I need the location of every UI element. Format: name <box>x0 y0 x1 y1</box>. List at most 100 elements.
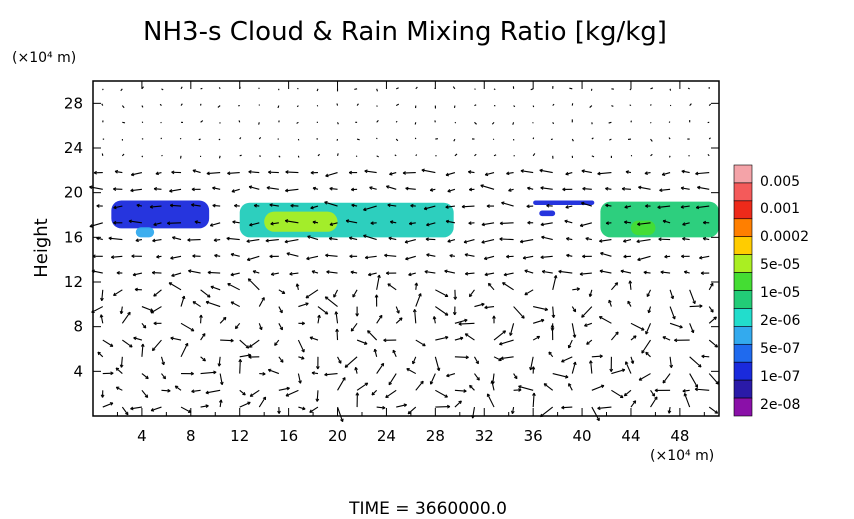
wind-vector <box>249 222 260 226</box>
wind-vector-head <box>97 351 101 356</box>
wind-vector <box>192 301 201 308</box>
wind-vector-head <box>194 220 198 224</box>
wind-vector-head <box>519 239 524 244</box>
wind-vector-head <box>312 220 316 225</box>
wind-vector-head <box>290 203 294 208</box>
wind-vector-head <box>697 185 701 190</box>
colorbar-label: 1e-05 <box>760 285 800 301</box>
wind-vector-head <box>286 252 290 256</box>
wind-vector <box>589 289 593 297</box>
wind-vector <box>230 301 240 308</box>
wind-vector <box>248 186 260 190</box>
wind-vector-head <box>702 220 707 225</box>
wind-vector-head <box>311 371 315 375</box>
wind-vector <box>599 316 612 324</box>
wind-vector-head <box>558 269 562 274</box>
wind-vector <box>571 138 574 142</box>
wind-vector <box>668 406 671 414</box>
wind-vector <box>141 306 154 312</box>
wind-vector <box>153 222 162 226</box>
wind-vector-head <box>565 171 569 176</box>
wind-vector-head <box>508 188 512 192</box>
wind-vector <box>434 356 440 371</box>
wind-vector <box>170 337 182 341</box>
x-tick-label: 24 <box>377 427 396 445</box>
wind-vector <box>141 373 149 380</box>
wind-vector-head <box>367 272 372 277</box>
wind-vector <box>463 239 475 243</box>
wind-vector <box>218 138 221 141</box>
wind-vector-head <box>279 326 283 331</box>
wind-vector-head <box>279 309 283 314</box>
wind-vector <box>91 270 103 274</box>
wind-vector <box>641 339 651 354</box>
wind-vector-head <box>378 314 383 319</box>
wind-vector-head <box>623 392 628 397</box>
wind-vector <box>444 270 456 274</box>
wind-vector-head <box>248 170 252 174</box>
wind-vector <box>552 103 555 106</box>
colorbar-swatch <box>733 236 753 255</box>
wind-vector <box>689 289 696 304</box>
wind-vector <box>141 105 144 108</box>
wind-vector <box>356 138 360 141</box>
wind-vector <box>180 343 189 358</box>
wind-vector <box>513 105 516 108</box>
wind-vector-head <box>586 341 590 345</box>
wind-vector-head <box>499 221 503 226</box>
wind-vector-head <box>521 315 525 319</box>
wind-vector-head <box>301 356 305 360</box>
wind-vector <box>100 314 104 324</box>
wind-vector <box>371 389 378 396</box>
wind-vector-head <box>284 239 288 244</box>
wind-vector <box>252 270 260 274</box>
wind-vector-head <box>109 402 114 406</box>
wind-vector <box>102 339 114 347</box>
wind-vector-head <box>621 187 626 191</box>
wind-vector <box>115 367 123 374</box>
wind-vector <box>356 339 368 345</box>
wind-vector <box>591 355 603 358</box>
wind-vector <box>689 356 702 368</box>
wind-vector <box>624 205 632 208</box>
wind-vector <box>409 222 416 225</box>
wind-vector-head <box>710 282 714 287</box>
wind-vector <box>278 155 281 158</box>
wind-vector-head <box>633 335 637 339</box>
wind-vector <box>200 371 217 375</box>
wind-vector-head <box>205 300 210 305</box>
wind-vector <box>625 361 632 374</box>
wind-vector <box>540 187 553 190</box>
y-axis: 4 8 12 16 20 24 28 <box>64 94 719 380</box>
wind-vector-head <box>670 295 675 300</box>
wind-vector-head <box>524 291 528 296</box>
wind-vector <box>329 222 338 226</box>
wind-vector-head <box>113 292 117 296</box>
wind-vector <box>212 204 221 207</box>
wind-vector <box>265 239 279 242</box>
wind-vector <box>611 389 624 399</box>
wind-vector <box>239 389 246 396</box>
wind-vector <box>662 172 671 176</box>
wind-vector-head <box>125 411 129 416</box>
wind-vector <box>309 406 319 413</box>
wind-vector <box>141 343 144 357</box>
wind-vector-head <box>459 336 464 341</box>
wind-vector <box>200 120 204 123</box>
colorbar-swatch <box>733 343 753 363</box>
wind-vector <box>650 390 656 397</box>
wind-vector <box>636 239 651 243</box>
wind-vector-head <box>190 327 195 332</box>
wind-vector-head <box>566 237 570 241</box>
wind-vector-head <box>307 235 311 239</box>
wind-vector <box>650 153 653 157</box>
wind-vector-head <box>411 360 416 365</box>
wind-vector <box>396 404 407 408</box>
wind-vector <box>355 367 358 374</box>
wind-vector <box>533 306 548 311</box>
wind-vector <box>552 306 555 318</box>
wind-vector-head <box>269 254 273 259</box>
wind-vector <box>480 184 495 190</box>
wind-vector <box>659 188 671 191</box>
wind-vector-head <box>206 171 210 176</box>
